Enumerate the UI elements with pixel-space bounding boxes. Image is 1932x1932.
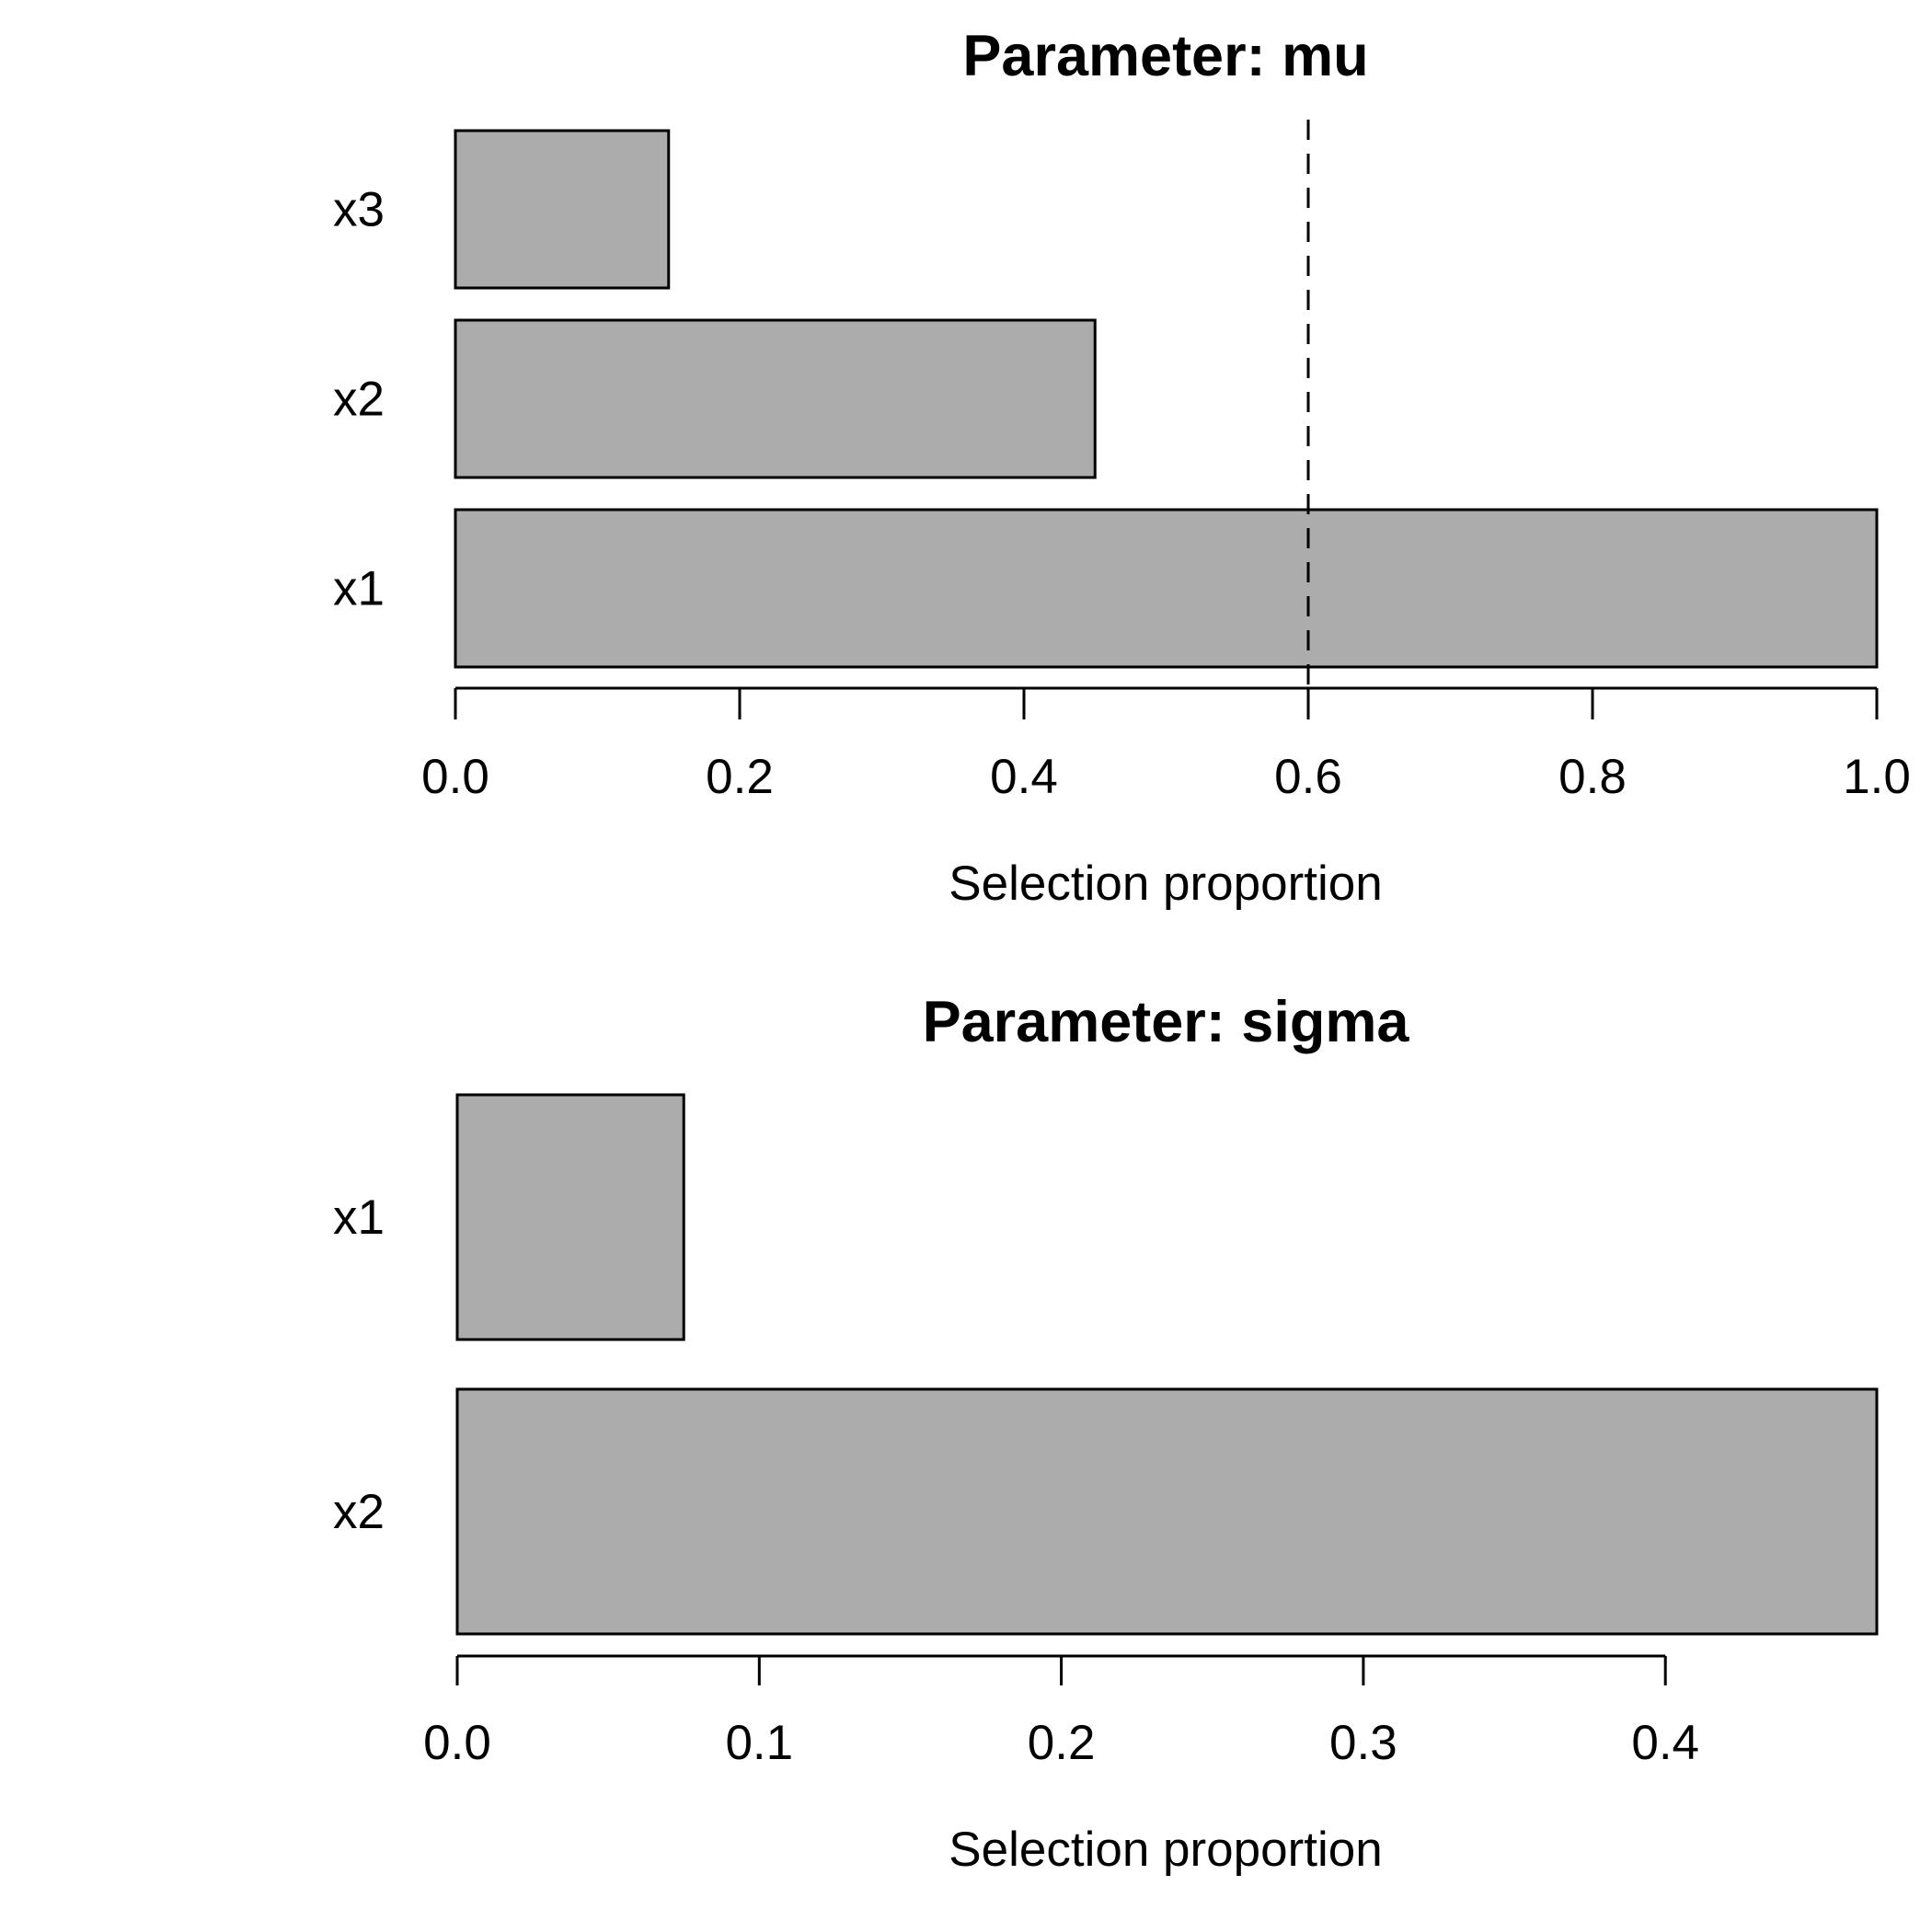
bar-x1 bbox=[454, 508, 1879, 669]
category-label-x2: x2 bbox=[333, 373, 385, 427]
category-label-x3: x3 bbox=[333, 183, 385, 237]
chart-parameter-mu: x3 x2 x1 0.0 0.2 0.4 0.6 0.8 1.0 Parameter: mu S… bbox=[333, 24, 1911, 911]
x-tick-label: 0.3 bbox=[1329, 1716, 1397, 1770]
chart-title: Parameter: sigma bbox=[923, 990, 1410, 1054]
chart-title: Parameter: mu bbox=[962, 24, 1368, 88]
category-label-x2: x2 bbox=[333, 1485, 385, 1539]
category-label-x1: x1 bbox=[333, 562, 385, 616]
x-tick-label: 0.1 bbox=[725, 1716, 793, 1770]
x-axis-title: Selection proportion bbox=[949, 1823, 1382, 1877]
bar-x2 bbox=[454, 318, 1097, 479]
x-tick-label: 0.0 bbox=[421, 750, 489, 804]
x-tick-label: 0.2 bbox=[706, 750, 774, 804]
x-tick-label: 0.4 bbox=[1631, 1716, 1699, 1770]
chart-parameter-sigma: x1 x2 0.0 0.1 0.2 0.3 0.4 Parameter: sigma Sel… bbox=[333, 990, 1879, 1877]
x-axis-title: Selection proportion bbox=[949, 857, 1382, 911]
x-tick-label: 0.6 bbox=[1274, 750, 1342, 804]
x-tick-label: 0.2 bbox=[1028, 1716, 1096, 1770]
x-tick-label: 0.0 bbox=[423, 1716, 491, 1770]
x-tick-label: 1.0 bbox=[1843, 750, 1911, 804]
chart-sigma-plot-group: x1 x2 0.0 0.1 0.2 0.3 0.4 bbox=[333, 1093, 1879, 1770]
category-label-x1: x1 bbox=[333, 1190, 385, 1245]
bar-x2 bbox=[455, 1387, 1879, 1636]
x-tick-label: 0.4 bbox=[990, 750, 1058, 804]
x-tick-label: 0.8 bbox=[1558, 750, 1627, 804]
bar-x3 bbox=[454, 129, 671, 290]
chart-mu-plot-group: x3 x2 x1 0.0 0.2 0.4 0.6 0.8 1.0 bbox=[333, 120, 1911, 804]
bar-x1 bbox=[455, 1093, 685, 1341]
